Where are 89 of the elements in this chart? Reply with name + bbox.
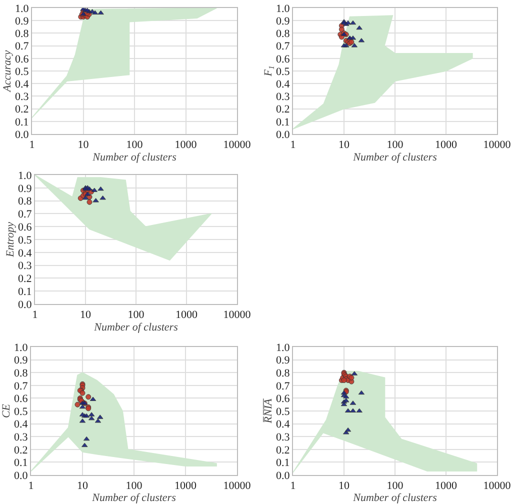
x-tick-label: 10000 (223, 139, 252, 152)
y-tick-label: 0.0 (15, 128, 30, 141)
x-tick-label: 1 (290, 480, 296, 492)
y-tick-label: 0.2 (14, 444, 28, 456)
y-tick-label: 0.3 (276, 431, 290, 444)
y-tick-label: 0.0 (276, 128, 290, 141)
y-tick-label: 0.7 (14, 380, 28, 392)
x-tick-label: 1000 (176, 309, 198, 322)
y-tick-label: 0.1 (14, 457, 28, 470)
x-tick-label: 10000 (483, 480, 512, 492)
y-tick-label: 0.9 (18, 182, 32, 195)
y-tick-label: 0.9 (276, 354, 290, 367)
x-tick-label: 1000 (174, 139, 198, 152)
y-tick-label: 0.4 (18, 247, 32, 260)
x-tick-label: 100 (126, 139, 144, 152)
y-tick-label: 0.4 (15, 78, 30, 90)
x-tick-label: 10000 (223, 309, 252, 322)
x-axis-title: Number of clusters (352, 492, 437, 504)
x-tick-label: 10 (77, 480, 88, 492)
y-tick-label: 0.0 (276, 470, 290, 482)
x-tick-label: 10 (338, 139, 350, 152)
y-tick-label: 0.9 (276, 15, 290, 28)
x-tick-label: 1 (290, 139, 296, 152)
x-tick-label: 10000 (483, 139, 512, 152)
y-axis-title: Entropy (4, 222, 17, 258)
y-tick-label: 0.4 (276, 418, 290, 431)
y-tick-label: 1.0 (18, 170, 32, 182)
y-tick-label: 0.1 (15, 116, 29, 128)
x-tick-label: 1 (29, 139, 35, 152)
y-tick-label: 0.7 (276, 380, 290, 392)
y-tick-label: 1.0 (276, 2, 290, 15)
x-axis-title: Number of clusters (93, 321, 178, 334)
y-tick-label: 0.6 (14, 393, 28, 406)
y-tick-label: 0.5 (276, 406, 290, 418)
x-tick-label: 100 (386, 139, 404, 152)
x-tick-label: 100 (386, 480, 404, 492)
x-tick-label: 1000 (435, 139, 458, 152)
x-tick-label: 1000 (435, 480, 458, 492)
y-tick-label: 0.5 (15, 66, 30, 78)
y-tick-label: 0.0 (14, 470, 28, 482)
x-tick-label: 10 (80, 309, 92, 322)
y-axis-title: CE (0, 404, 13, 418)
y-tick-label: 0.4 (14, 418, 28, 431)
y-tick-label: 0.3 (18, 260, 32, 272)
y-tick-label: 0.2 (15, 104, 29, 116)
y-tick-label: 0.1 (276, 457, 290, 470)
y-tick-label: 0.8 (276, 367, 290, 380)
y-axis-title: Accuracy (2, 50, 14, 93)
y-tick-label: 0.6 (276, 53, 290, 66)
y-tick-label: 0.2 (276, 104, 290, 116)
y-tick-label: 0.2 (276, 444, 290, 456)
y-tick-label: 0.5 (276, 66, 290, 78)
x-tick-label: 1 (28, 480, 34, 492)
y-tick-label: 0.3 (14, 431, 28, 444)
x-axis-title: Number of clusters (352, 151, 437, 164)
y-tick-label: 0.7 (18, 208, 32, 221)
y-tick-label: 1.0 (14, 342, 28, 354)
y-tick-label: 0.8 (18, 196, 32, 208)
y-tick-label: 0.8 (14, 367, 28, 380)
x-tick-label: 100 (126, 480, 143, 492)
y-tick-label: 0.9 (14, 354, 28, 367)
y-tick-label: 0.1 (18, 286, 32, 298)
y-tick-label: 0.5 (18, 234, 32, 246)
y-tick-label: 0.2 (18, 273, 32, 286)
y-tick-label: 0.5 (14, 406, 28, 418)
y-tick-label: 0.7 (276, 40, 290, 53)
y-tick-label: 0.1 (276, 116, 290, 128)
y-tick-label: 0.6 (15, 53, 30, 66)
y-tick-label: 0.4 (276, 78, 290, 90)
x-tick-label: 10000 (223, 480, 252, 492)
y-tick-label: 0.3 (276, 91, 290, 104)
y-tick-label: 1.0 (276, 342, 290, 354)
x-tick-label: 1000 (174, 480, 197, 492)
y-axis-title: R̅N̅I̅A̅ (262, 398, 275, 424)
y-tick-label: 0.3 (15, 91, 30, 104)
y-tick-label: 0.8 (276, 28, 290, 40)
x-axis-title: Number of clusters (92, 151, 176, 164)
y-tick-label: 0.8 (15, 28, 30, 40)
x-axis-title: Number of clusters (91, 492, 176, 504)
x-tick-label: 1 (32, 309, 38, 322)
y-tick-label: 0.6 (18, 221, 32, 234)
y-tick-label: 1.0 (15, 2, 30, 15)
y-tick-label: 0.6 (276, 393, 290, 406)
y-tick-label: 0.0 (18, 298, 32, 311)
y-tick-label: 0.9 (15, 15, 30, 28)
x-tick-label: 10 (338, 480, 350, 492)
y-tick-label: 0.7 (15, 40, 30, 53)
x-tick-label: 10 (78, 139, 90, 152)
x-tick-label: 100 (128, 309, 145, 322)
